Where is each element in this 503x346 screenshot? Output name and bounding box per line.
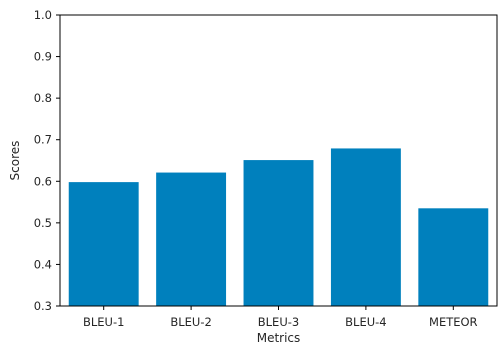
x-axis-label: Metrics [257,331,301,345]
plot-frame [59,14,498,307]
x-tick-label: BLEU-1 [83,315,124,329]
x-axis-ticks: BLEU-1 BLEU-2 BLEU-3 BLEU-4 METEOR [83,306,478,329]
bars-group [68,148,489,306]
y-tick-label: 1.0 [34,8,52,22]
y-tick-label: 0.5 [34,216,52,230]
bar-bleu-2 [156,172,227,306]
y-tick-label: 0.7 [34,133,52,147]
x-tick-label: BLEU-3 [258,315,299,329]
y-tick-label: 0.8 [34,91,52,105]
bar-bleu-1 [68,182,139,306]
y-tick-label: 0.9 [34,50,52,64]
x-tick-label: BLEU-4 [345,315,386,329]
y-axis-ticks: 0.3 0.4 0.5 0.6 0.7 0.8 0.9 1.0 [34,8,60,313]
y-tick-label: 0.6 [34,174,52,188]
y-axis-label: Scores [8,141,22,181]
x-tick-label: BLEU-2 [170,315,211,329]
bar-bleu-3 [243,160,314,306]
bar-bleu-4 [330,148,401,306]
bar-meteor [418,208,489,306]
y-tick-label: 0.3 [34,299,52,313]
y-tick-label: 0.4 [34,257,52,271]
x-tick-label: METEOR [429,315,478,329]
